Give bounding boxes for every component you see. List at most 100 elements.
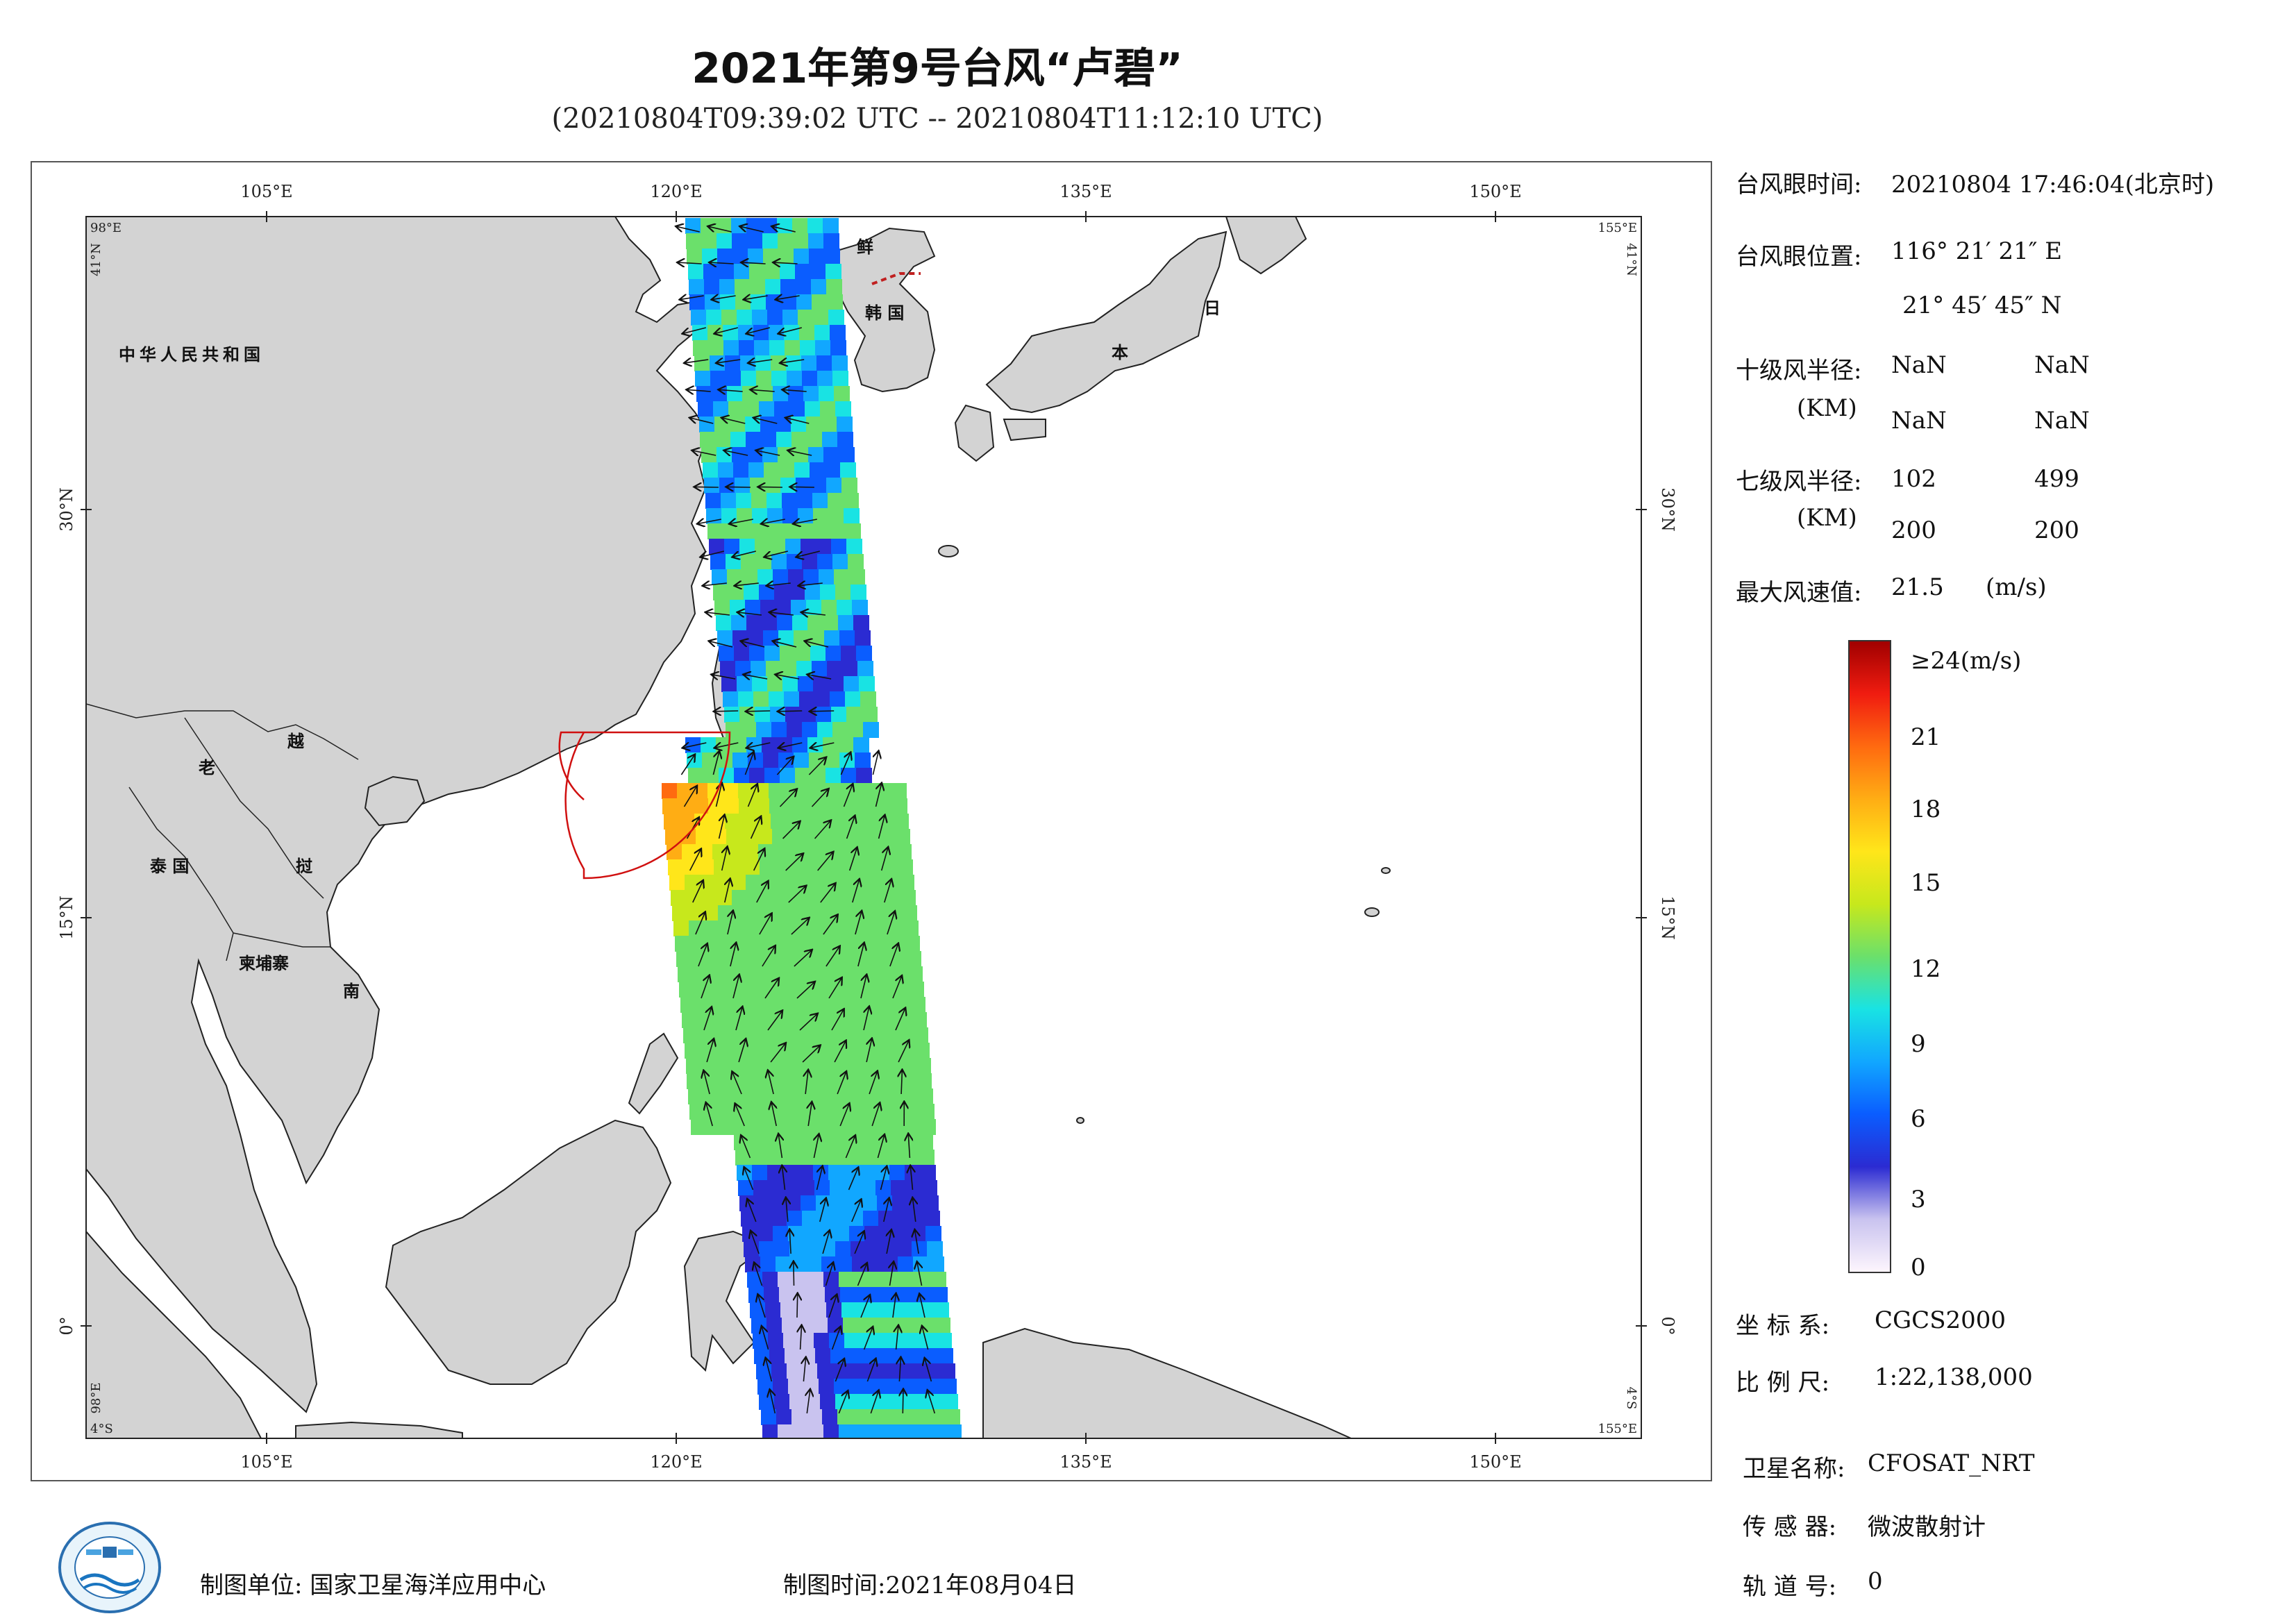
wind-cell — [769, 691, 785, 707]
wind-vector — [913, 1198, 916, 1222]
r7-value-ne: 102 — [1891, 465, 1936, 493]
wind-radius-outline — [564, 731, 731, 880]
wind-cell — [910, 997, 925, 1013]
wind-cell — [891, 1180, 907, 1196]
wind-cell — [704, 920, 720, 936]
wind-vector — [802, 1046, 820, 1063]
wind-cell — [808, 233, 824, 249]
typhoon-wind-map[interactable]: 105°E 120°E 135°E 150°E 105°E 120°E 135°… — [32, 162, 1711, 1480]
wind-cell — [759, 1394, 775, 1410]
wind-cell — [751, 1104, 766, 1120]
wind-cell — [866, 859, 882, 875]
wind-cell — [864, 829, 880, 845]
wind-cell — [701, 218, 717, 234]
wind-cell — [887, 920, 903, 936]
wind-cell — [807, 1409, 823, 1425]
wind-vector — [741, 641, 765, 648]
wind-vector — [735, 1007, 742, 1031]
wind-cell — [914, 1409, 930, 1425]
wind-cell — [749, 646, 765, 662]
wind-cell — [813, 310, 829, 326]
wind-cell — [894, 997, 910, 1013]
wind-cell — [665, 829, 681, 845]
wind-cell — [758, 1012, 774, 1028]
wind-cell — [812, 1318, 828, 1334]
wind-cell — [762, 737, 778, 753]
wind-vector — [730, 519, 753, 523]
wind-cell — [811, 478, 827, 494]
wind-cell — [721, 1119, 737, 1135]
wind-cell — [897, 1027, 913, 1043]
wind-cell — [872, 920, 888, 936]
wind-cell — [828, 936, 844, 952]
wind-cell — [804, 1012, 820, 1028]
wind-cell — [687, 752, 703, 768]
wind-cell — [794, 462, 810, 478]
wind-cell — [782, 1119, 798, 1135]
wind-cell — [760, 600, 776, 616]
wind-cell — [755, 982, 771, 998]
new-guinea — [982, 1327, 1352, 1438]
wind-cell — [742, 1226, 758, 1242]
wind-cell — [864, 1226, 880, 1242]
wind-cell — [678, 798, 694, 814]
wind-cell — [802, 722, 818, 738]
wind-cell — [875, 1333, 891, 1349]
wind-cell — [764, 462, 780, 478]
wind-cell — [844, 1165, 860, 1181]
wind-cell — [789, 844, 805, 860]
wind-cell — [853, 875, 869, 891]
wind-cell — [800, 1348, 816, 1364]
colorbar-tick-18: 18 — [1911, 796, 1941, 823]
wind-cell — [762, 1424, 778, 1438]
wind-cell — [759, 401, 775, 417]
wind-cell — [821, 600, 837, 616]
wind-cell — [748, 1073, 764, 1089]
wind-cell — [860, 691, 876, 707]
wind-cell — [795, 1134, 811, 1150]
wind-cell — [841, 646, 857, 662]
wind-vector — [834, 1041, 846, 1063]
wind-cell — [794, 249, 810, 264]
wind-vector — [706, 612, 730, 615]
wind-cell — [876, 966, 892, 982]
wind-cell — [766, 294, 782, 310]
wind-cell — [734, 646, 750, 662]
wind-cell — [883, 1043, 899, 1059]
wind-cell — [842, 1104, 858, 1120]
wind-cell — [836, 1027, 852, 1043]
scale-value: 1:22,138,000 — [1875, 1363, 2033, 1391]
wind-vector — [895, 1009, 905, 1031]
wind-vector — [838, 1391, 848, 1414]
wind-cell — [755, 539, 771, 555]
wind-cell — [823, 1058, 839, 1074]
wind-vector — [872, 752, 878, 775]
wind-vector — [880, 1167, 887, 1191]
wind-cell — [723, 783, 739, 799]
wind-vector — [742, 262, 766, 264]
wind-cell — [780, 279, 796, 295]
wind-cell — [689, 1104, 705, 1120]
wind-cell — [762, 447, 778, 463]
wind-cell — [781, 1104, 797, 1120]
wind-cell — [852, 600, 868, 616]
wind-vector — [808, 758, 826, 775]
wind-vector — [880, 848, 888, 871]
wind-cell — [726, 997, 742, 1013]
wind-cell — [741, 829, 757, 845]
wind-cell — [778, 1058, 794, 1074]
wind-cell — [875, 951, 891, 967]
wind-cell — [846, 966, 862, 982]
wind-cell — [923, 1195, 939, 1211]
wind-cell — [750, 478, 766, 494]
wind-cell — [821, 859, 837, 875]
wind-cell — [822, 875, 838, 891]
wind-cell — [921, 1180, 937, 1196]
wind-vector — [773, 226, 796, 233]
wind-vector — [789, 451, 812, 455]
wind-cell — [744, 859, 760, 875]
wind-cell — [786, 355, 802, 371]
wind-vector — [822, 1231, 830, 1254]
wind-cell — [794, 752, 810, 768]
wind-vector — [776, 757, 793, 775]
